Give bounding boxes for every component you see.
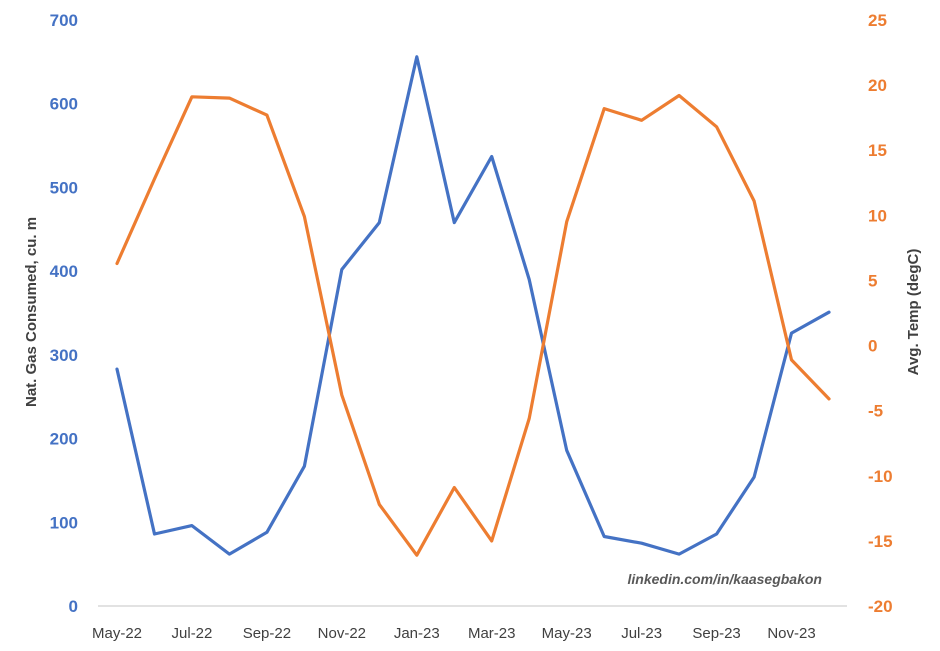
left-tick-label: 0 (69, 597, 78, 616)
right-axis-title: Avg. Temp (degC) (905, 249, 922, 376)
x-tick-label: May-23 (542, 625, 592, 642)
right-tick-label: 25 (868, 11, 887, 30)
right-tick-label: 5 (868, 271, 877, 290)
right-tick-label: -5 (868, 402, 883, 421)
right-tick-label: 10 (868, 206, 887, 225)
right-axis-ticks: -20 -15 -10 -5 0 5 10 15 20 25 (868, 11, 893, 616)
x-tick-label: Nov-22 (318, 625, 366, 642)
x-tick-label: Jul-22 (172, 625, 213, 642)
left-tick-label: 400 (50, 262, 78, 281)
left-tick-label: 100 (50, 513, 78, 532)
x-tick-label: Mar-23 (468, 625, 516, 642)
temperature-series-line (115, 93, 831, 557)
right-tick-label: 0 (868, 337, 877, 356)
right-tick-label: 20 (868, 76, 887, 95)
left-axis-title: Nat. Gas Consumed, cu. m (23, 217, 40, 407)
x-tick-label: Sep-23 (692, 625, 740, 642)
gas-series-line (115, 55, 831, 556)
left-axis-ticks: 0 100 200 300 400 500 600 700 (50, 11, 78, 616)
right-tick-label: -15 (868, 532, 893, 551)
left-tick-label: 700 (50, 11, 78, 30)
series-layer (115, 55, 831, 557)
x-axis-ticks: May-22 Jul-22 Sep-22 Nov-22 Jan-23 Mar-23 May-… (92, 625, 816, 642)
watermark-annotation: linkedin.com/in/kaasegbakon (627, 571, 822, 587)
right-tick-label: -20 (868, 597, 893, 616)
left-tick-label: 300 (50, 346, 78, 365)
left-tick-label: 500 (50, 178, 78, 197)
right-tick-label: 15 (868, 141, 887, 160)
right-tick-label: -10 (868, 467, 893, 486)
x-tick-label: May-22 (92, 625, 142, 642)
x-tick-label: Jul-23 (621, 625, 662, 642)
left-tick-label: 200 (50, 430, 78, 449)
x-tick-label: Nov-23 (767, 625, 815, 642)
left-tick-label: 600 (50, 95, 78, 114)
x-tick-label: Sep-22 (243, 625, 291, 642)
x-tick-label: Jan-23 (394, 625, 440, 642)
